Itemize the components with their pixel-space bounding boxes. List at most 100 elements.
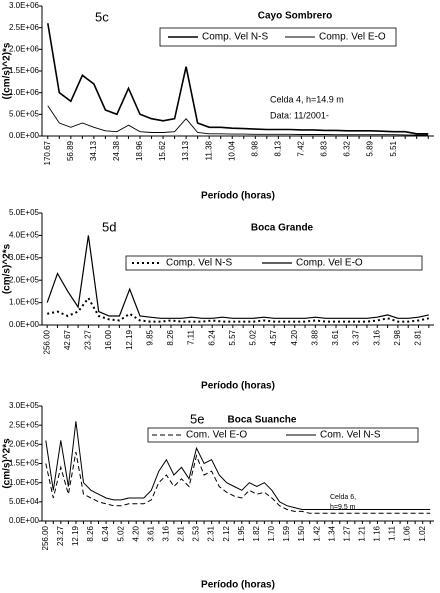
x-tick-label: 1.42 [312, 525, 321, 541]
series-line [46, 235, 429, 319]
x-tick-label: 1.95 [237, 525, 246, 541]
y-tick-label: 0.0E+00 [9, 320, 40, 329]
y-tick-label: 5.0E+04 [9, 497, 40, 506]
chart-title: Cayo Sombrero [258, 11, 332, 22]
x-tick-label: 5.02 [116, 525, 125, 541]
annotation: Celda 6, [330, 494, 356, 501]
series-line [47, 105, 429, 136]
legend-label: Com. Vel N-S [320, 430, 381, 441]
x-tick-label: 8.26 [166, 329, 175, 345]
x-tick-label: 24.38 [112, 140, 121, 161]
y-axis-label: (cm/s)^2*s [2, 243, 13, 294]
annotation: Celda 4, h=14.9 m [270, 94, 344, 104]
x-axis-label: Período (horas) [201, 580, 275, 591]
x-tick-label: 11.38 [204, 140, 213, 160]
annotation: h=9.5 m [330, 504, 356, 511]
y-tick-label: 5.0E+05 [9, 208, 40, 217]
series-line [45, 451, 431, 514]
x-tick-label: 2.31 [207, 525, 216, 541]
y-axis-label: ((cm/s)^2)*s [2, 42, 13, 99]
plot-area [42, 6, 434, 136]
chart-title: Boca Grande [251, 223, 314, 234]
x-tick-label: 1.34 [327, 525, 336, 541]
x-tick-label: 2.53 [192, 525, 201, 541]
y-tick-label: 5.0E+05 [9, 109, 40, 118]
y-tick-label: 1.0E+05 [9, 478, 40, 487]
y-axis-label: (cm/s)^2*s [2, 438, 13, 489]
x-tick-label: 1.11 [388, 525, 397, 541]
legend-label: Comp. Vel N-S [202, 32, 268, 43]
x-tick-label: 4.20 [290, 329, 299, 345]
x-tick-label: 3.61 [146, 525, 155, 541]
y-tick-label: 1.5E+05 [9, 459, 40, 468]
panel-label: 5d [102, 219, 116, 234]
x-tick-label: 6.83 [320, 140, 329, 156]
x-tick-label: 2.98 [393, 329, 402, 345]
y-tick-label: 2.0E+05 [9, 275, 40, 284]
x-tick-label: 12.19 [71, 525, 80, 546]
x-tick-label: 8.13 [273, 140, 282, 156]
legend-box [159, 27, 397, 47]
x-tick-label: 7.11 [187, 329, 196, 345]
x-tick-label: 2.81 [177, 525, 186, 541]
x-tick-label: 56.89 [66, 140, 75, 161]
y-tick-label: 3.0E+06 [9, 1, 40, 10]
chart-title: Boca Suanche [228, 415, 297, 426]
x-tick-label: 6.24 [101, 525, 110, 541]
y-tick-label: 2.5E+06 [9, 23, 40, 32]
x-tick-label: 5.57 [228, 329, 237, 345]
x-tick-label: 13.13 [181, 140, 190, 161]
y-tick-label: 3.0E+05 [9, 401, 40, 410]
x-tick-label: 4.57 [269, 329, 278, 345]
x-tick-label: 2.12 [222, 525, 231, 541]
x-tick-label: 3.61 [331, 329, 340, 345]
x-tick-label: 3.37 [352, 329, 361, 345]
x-tick-label: 8.26 [86, 525, 95, 541]
x-tick-label: 10.04 [227, 140, 236, 161]
x-tick-label: 3.88 [310, 329, 319, 345]
legend-label: Comp. Vel N-S [166, 258, 232, 269]
x-tick-label: 1.27 [342, 525, 351, 541]
x-tick-label: 1.06 [403, 525, 412, 541]
legend-label: Comp. Vel E-O [296, 258, 363, 269]
x-tick-label: 7.42 [297, 140, 306, 156]
panel-label: 5e [190, 411, 204, 426]
y-tick-label: 1.0E+06 [9, 88, 40, 97]
x-tick-label: 3.16 [372, 329, 381, 345]
x-tick-label: 23.27 [84, 329, 93, 350]
x-tick-label: 16.00 [104, 329, 113, 350]
y-tick-label: 2.0E+05 [9, 439, 40, 448]
annotation: Data: 11/2001- [270, 110, 329, 120]
x-tick-label: 6.24 [207, 329, 216, 345]
x-tick-label: 256.00 [41, 525, 50, 550]
x-axis-label: Período (horas) [201, 381, 275, 392]
x-tick-label: 5.89 [366, 140, 375, 156]
legend-box [147, 427, 419, 443]
y-tick-label: 1.0E+05 [9, 298, 40, 307]
x-tick-label: 1.50 [297, 525, 306, 541]
y-tick-label: 0.0E+00 [9, 131, 40, 140]
x-tick-label: 42.67 [63, 329, 72, 350]
x-tick-label: 1.59 [282, 525, 291, 541]
x-tick-label: 23.27 [56, 525, 65, 546]
y-tick-label: 4.0E+05 [9, 231, 40, 240]
x-tick-label: 9.85 [145, 329, 154, 345]
x-tick-label: 1.21 [357, 525, 366, 541]
panel-label: 5c [95, 9, 109, 24]
x-tick-label: 5.51 [389, 140, 398, 156]
x-tick-label: 6.32 [343, 140, 352, 156]
x-tick-label: 34.13 [89, 140, 98, 161]
legend-label: Com. Vel E-O [186, 430, 247, 441]
y-tick-label: 0.0E+00 [9, 516, 40, 525]
x-tick-label: 170.67 [43, 140, 52, 165]
x-tick-label: 8.98 [250, 140, 259, 156]
x-tick-label: 1.02 [418, 525, 427, 541]
x-axis-label: Período (horas) [201, 191, 275, 202]
plot-area [42, 406, 434, 521]
x-tick-label: 12.19 [125, 329, 134, 350]
x-tick-label: 1.16 [373, 525, 382, 541]
x-tick-label: 4.20 [131, 525, 140, 541]
series-line [47, 23, 429, 135]
x-tick-label: 15.62 [158, 140, 167, 161]
